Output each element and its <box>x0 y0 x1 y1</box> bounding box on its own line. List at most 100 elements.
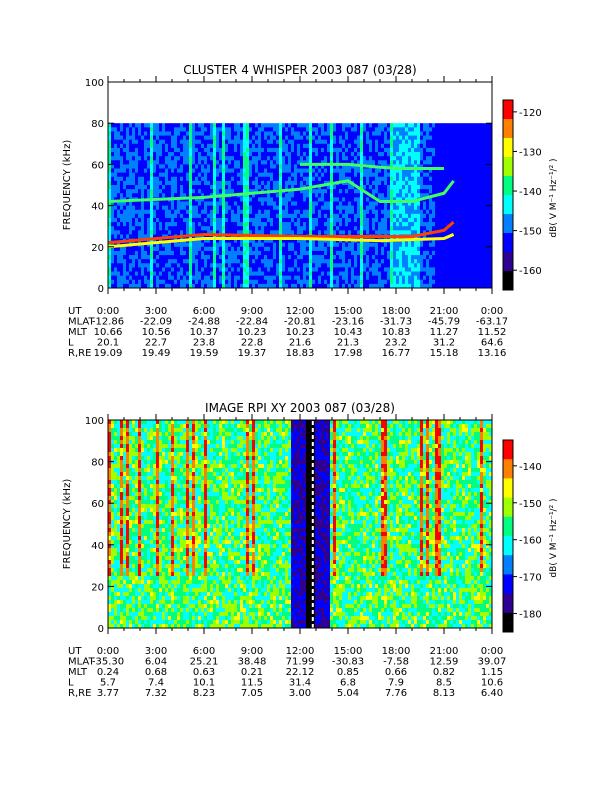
spectrogram-cell <box>261 180 265 186</box>
spectrogram-cell <box>447 160 451 165</box>
spectrogram-cell <box>120 164 124 169</box>
spectrogram-cell <box>171 259 175 264</box>
spectrogram-cell <box>282 156 286 161</box>
spectrogram-cell <box>150 127 154 132</box>
spectrogram-cell <box>192 283 196 289</box>
spectrogram-cell <box>453 230 457 235</box>
spectrogram-cell <box>372 131 376 136</box>
spectrogram-cell <box>132 201 136 206</box>
spectrogram-cell <box>339 222 343 227</box>
spectrogram-cell <box>429 275 433 281</box>
spectrogram-cell <box>177 230 181 235</box>
spectrogram-cell <box>414 279 418 285</box>
spectrogram-cell <box>195 217 199 223</box>
spectrogram-cell <box>114 255 118 260</box>
spectrogram-cell <box>264 275 268 281</box>
spectrogram-cell <box>249 127 253 132</box>
spectrogram-cell <box>273 185 277 190</box>
spectrogram-cell <box>141 234 145 239</box>
spectrogram-cell <box>147 193 151 198</box>
spectrogram-cell <box>129 250 133 256</box>
spectrogram-cell <box>369 279 373 285</box>
spectrogram-cell <box>213 205 217 211</box>
spectrogram-cell <box>204 250 208 256</box>
spectrogram-cell <box>120 201 124 206</box>
spectrogram-cell <box>168 213 172 219</box>
spectrogram-cell <box>177 226 181 231</box>
spectrogram-cell <box>339 250 343 256</box>
spectrogram-cell <box>408 176 412 182</box>
spectrogram-cell <box>249 242 253 248</box>
spectrogram-cell <box>453 238 457 244</box>
spectrogram-cell <box>282 152 286 157</box>
spectrogram-cell <box>153 259 157 264</box>
spectrogram-cell <box>162 279 166 285</box>
spectrogram-cell <box>108 283 112 289</box>
spectrogram-cell <box>252 259 256 264</box>
spectrogram-cell <box>195 180 199 186</box>
spectrogram-cell <box>378 259 382 264</box>
spectrogram-cell <box>468 205 472 211</box>
spectrogram-cell <box>354 283 358 289</box>
spectrogram-cell <box>243 222 247 227</box>
spectrogram-cell <box>315 246 319 252</box>
spectrogram-cell <box>459 217 463 223</box>
spectrogram-cell <box>252 139 256 145</box>
spectrogram-cell <box>279 139 283 145</box>
spectrogram-cell <box>108 222 112 227</box>
spectrogram-cell <box>135 263 139 268</box>
spectrogram-cell <box>366 209 370 215</box>
spectrogram-cell <box>288 209 292 215</box>
spectrogram-cell <box>201 255 205 260</box>
spectrogram-cell <box>315 209 319 215</box>
spectrogram-cell <box>165 259 169 264</box>
spectrogram-cell <box>117 168 121 174</box>
spectrogram-cell <box>375 135 379 141</box>
spectrogram-cell <box>468 160 472 165</box>
spectrogram-cell <box>249 131 253 136</box>
spectrogram-cell <box>303 222 307 227</box>
spectrogram-cell <box>354 217 358 223</box>
spectrogram-cell <box>183 168 187 174</box>
spectrogram-cell <box>300 271 304 277</box>
spectrogram-cell <box>180 263 184 268</box>
spectrogram-cell <box>309 222 313 227</box>
spectrogram-cell <box>117 127 121 132</box>
spectrogram-cell <box>249 160 253 165</box>
spectrogram-cell <box>258 160 262 165</box>
spectrogram-cell <box>192 222 196 227</box>
spectrogram-cell <box>300 250 304 256</box>
spectrogram-cell <box>375 259 379 264</box>
spectrogram-cell <box>375 255 379 260</box>
spectrogram-cell <box>444 180 448 186</box>
spectrogram-cell <box>438 271 442 277</box>
spectrogram-cell <box>354 201 358 206</box>
spectrogram-cell <box>360 176 364 182</box>
spectrogram-cell <box>147 230 151 235</box>
spectrogram-cell <box>468 238 472 244</box>
spectrogram-cell <box>210 143 214 149</box>
spectrogram-cell <box>207 250 211 256</box>
spectrogram-cell <box>201 168 205 174</box>
spectrogram-cell <box>339 172 343 178</box>
spectrogram-cell <box>120 193 124 198</box>
spectrogram-cell <box>450 139 454 145</box>
spectrogram-cell <box>432 279 436 285</box>
spectrogram-cell <box>240 172 244 178</box>
spectrogram-cell <box>333 275 337 281</box>
spectrogram-cell <box>213 164 217 169</box>
spectrogram-cell <box>108 168 112 174</box>
spectrogram-cell <box>123 250 127 256</box>
spectrogram-cell <box>231 230 235 235</box>
spectrogram-cell <box>378 135 382 141</box>
spectrogram-cell <box>252 172 256 178</box>
spectrogram-cell <box>351 217 355 223</box>
spectrogram-cell <box>480 201 484 206</box>
spectrogram-cell <box>183 172 187 178</box>
spectrogram-cell <box>297 164 301 169</box>
spectrogram-cell <box>378 217 382 223</box>
spectrogram-cell <box>414 127 418 132</box>
spectrogram-cell <box>225 189 229 194</box>
spectrogram-cell <box>444 131 448 136</box>
spectrogram-cell <box>324 168 328 174</box>
